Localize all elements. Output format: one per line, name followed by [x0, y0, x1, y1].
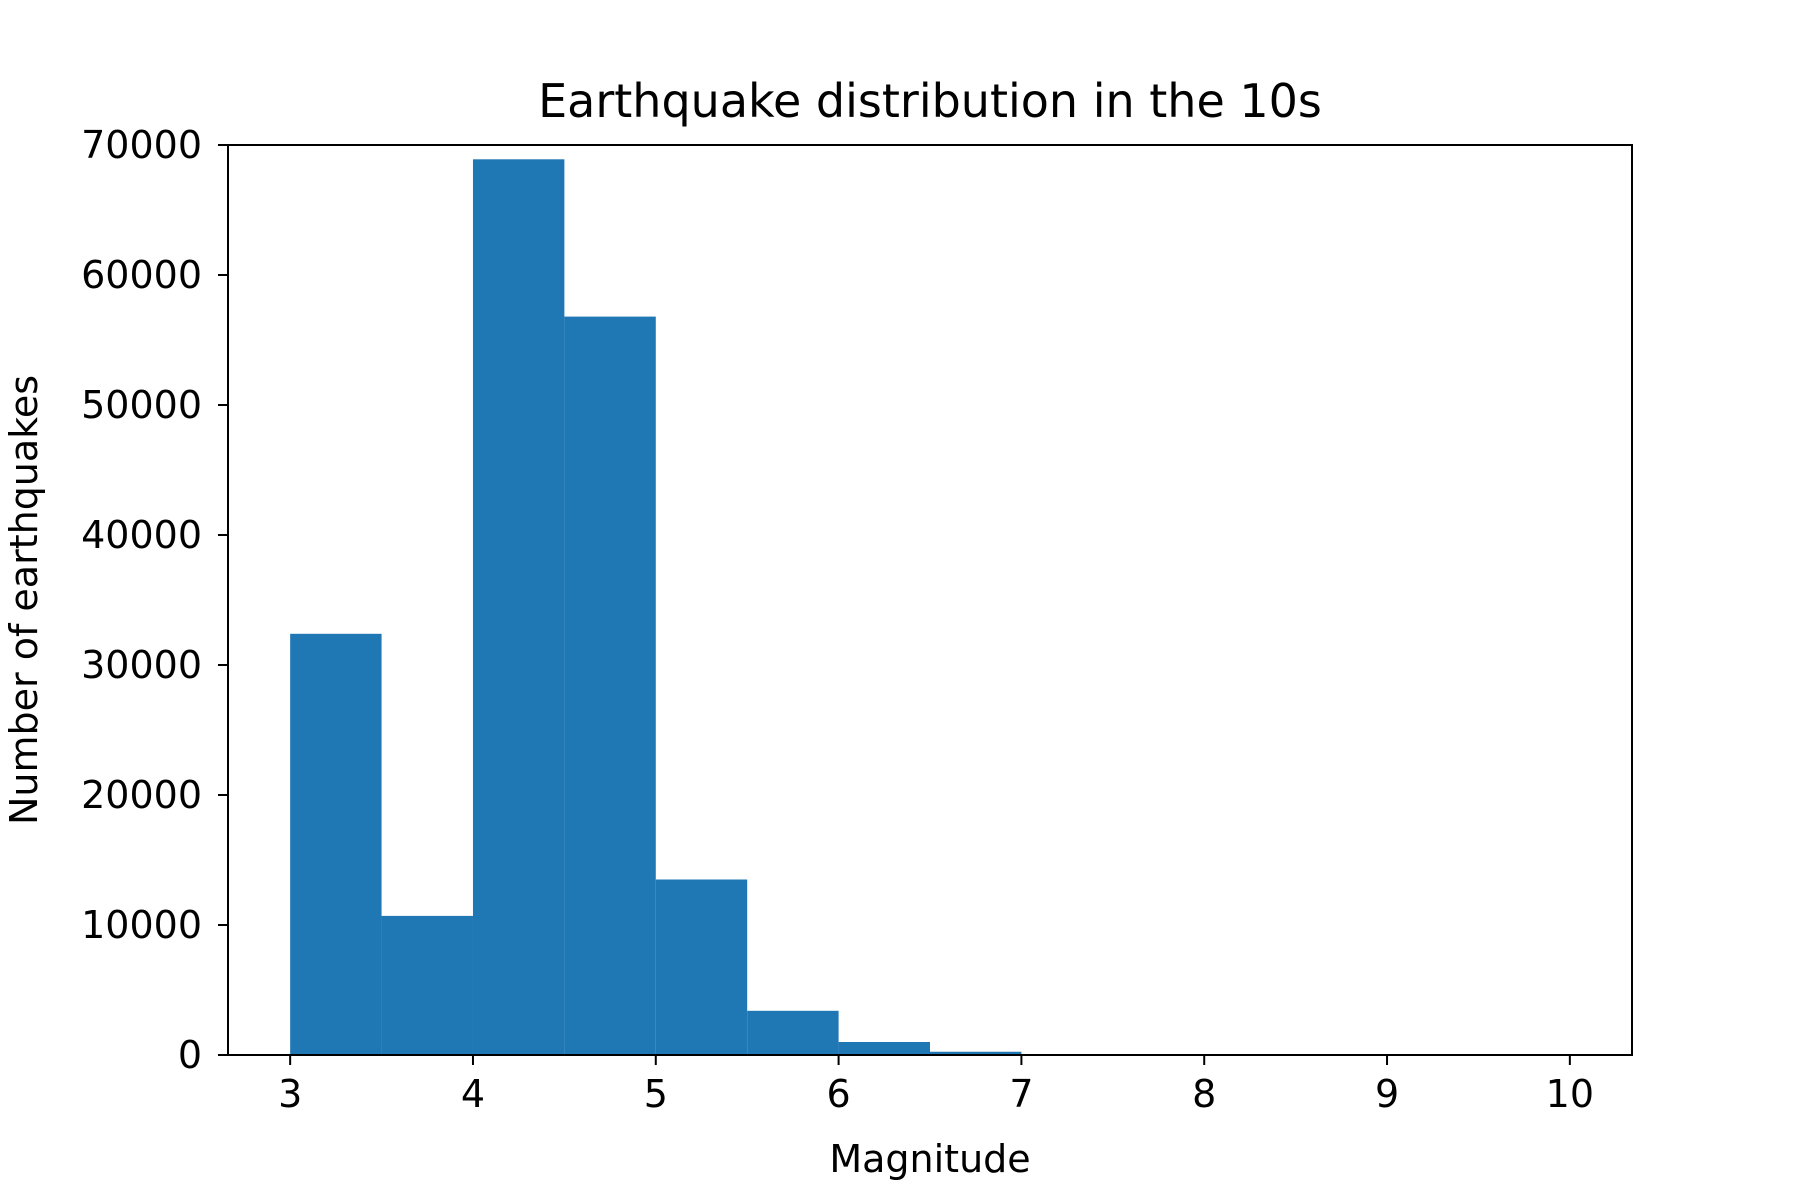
bars-group [290, 159, 1296, 1056]
x-tick-label: 9 [1375, 1072, 1399, 1116]
y-tick-label: 70000 [81, 123, 202, 167]
x-tick-label: 10 [1546, 1072, 1594, 1116]
y-tick-label: 0 [178, 1033, 202, 1077]
histogram-bar [655, 879, 748, 1055]
x-tick-label: 5 [644, 1072, 668, 1116]
x-tick-label: 7 [1009, 1072, 1033, 1116]
y-axis-label: Number of earthquakes [2, 375, 46, 825]
histogram-bar [564, 316, 656, 1056]
y-tick-label: 10000 [81, 903, 202, 947]
x-tick-label: 4 [461, 1072, 485, 1116]
y-tick-label: 30000 [81, 643, 202, 687]
histogram-bar [747, 1010, 839, 1055]
histogram-bar [472, 159, 565, 1056]
y-axis: 0 10000 20000 30000 40000 50000 60000 70000 [81, 123, 228, 1077]
plot-frame [227, 144, 1633, 1056]
histogram-bar [381, 915, 473, 1055]
x-tick-label: 6 [827, 1072, 851, 1116]
x-axis: 3 4 5 6 7 8 9 10 [278, 1055, 1594, 1116]
histogram-bar [290, 633, 382, 1055]
histogram-bar [838, 1042, 930, 1055]
x-tick-label: 8 [1192, 1072, 1216, 1116]
y-tick-label: 50000 [81, 383, 202, 427]
x-tick-label: 3 [278, 1072, 302, 1116]
x-axis-label: Magnitude [829, 1137, 1030, 1181]
chart-title: Earthquake distribution in the 10s [538, 74, 1322, 128]
histogram-bar [930, 1051, 1022, 1055]
y-tick-label: 60000 [81, 253, 202, 297]
y-tick-label: 20000 [81, 773, 202, 817]
y-tick-label: 40000 [81, 513, 202, 557]
